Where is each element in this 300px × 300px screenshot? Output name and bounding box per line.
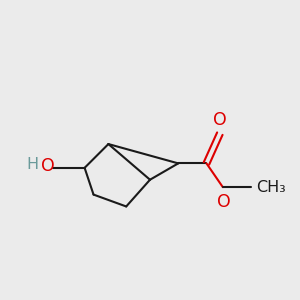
Text: O: O [41, 157, 55, 175]
Text: O: O [218, 193, 231, 211]
Text: O: O [213, 111, 227, 129]
Text: CH₃: CH₃ [256, 180, 286, 195]
Text: H: H [27, 158, 39, 172]
